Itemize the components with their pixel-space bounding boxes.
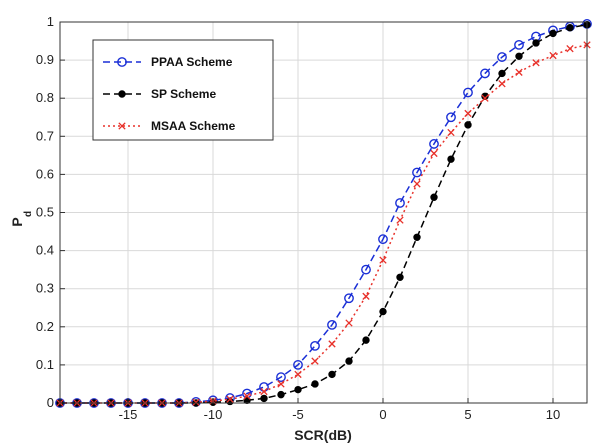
y-tick-label: 0.5 bbox=[36, 205, 54, 220]
y-axis-label-main: P bbox=[9, 217, 25, 226]
y-tick-label: 0.9 bbox=[36, 52, 54, 67]
legend-swatch-point bbox=[117, 57, 127, 67]
x-tick-label: -15 bbox=[119, 407, 138, 422]
sp-scheme-point bbox=[413, 233, 421, 241]
x-tick-label: 10 bbox=[546, 407, 560, 422]
y-tick-label: 0.8 bbox=[36, 90, 54, 105]
msaa-scheme-point bbox=[464, 109, 472, 118]
sp-scheme-point bbox=[311, 380, 319, 388]
msaa-scheme-point bbox=[226, 395, 234, 403]
x-tick-label: 0 bbox=[379, 407, 386, 422]
msaa-scheme-point bbox=[498, 80, 506, 88]
legend-swatch-point bbox=[118, 122, 126, 130]
legend-label: MSAA Scheme bbox=[151, 119, 236, 133]
legend-label: PPAA Scheme bbox=[151, 55, 233, 69]
msaa-scheme-point bbox=[532, 59, 540, 67]
ppaa-scheme-point bbox=[310, 340, 320, 351]
sp-scheme-line bbox=[60, 23, 588, 404]
sp-scheme-point bbox=[345, 357, 353, 365]
y-axis-label-sub: d bbox=[23, 211, 34, 217]
y-tick-label: 1 bbox=[47, 14, 54, 29]
tick-labels: -15 -10 -5 0 5 10 0 0.1 0.2 0.3 0.4 0.5 0.6 0.7 0.8 0.9… bbox=[36, 14, 560, 422]
grid bbox=[60, 21, 587, 404]
ppaa-scheme-point bbox=[344, 293, 354, 304]
sp-scheme-point bbox=[430, 193, 438, 201]
sp-scheme-point bbox=[277, 390, 285, 399]
y-tick-label: 0.3 bbox=[36, 281, 54, 296]
legend: PPAA Scheme SP Scheme MSAA Scheme bbox=[92, 39, 274, 141]
msaa-scheme-point bbox=[311, 357, 319, 365]
msaa-scheme-series bbox=[56, 41, 591, 407]
sp-scheme-point bbox=[379, 307, 387, 316]
legend-item-ppaa-scheme: PPAA Scheme bbox=[103, 55, 233, 69]
msaa-scheme-line bbox=[60, 44, 588, 404]
msaa-scheme-point bbox=[192, 398, 200, 406]
msaa-scheme-point bbox=[566, 45, 574, 53]
sp-scheme-point bbox=[549, 29, 557, 38]
ppaa-scheme-point bbox=[429, 139, 439, 149]
sp-scheme-point bbox=[328, 370, 336, 379]
ppaa-scheme-point bbox=[463, 87, 473, 98]
ppaa-scheme-point bbox=[446, 112, 456, 123]
msaa-scheme-point bbox=[260, 387, 268, 396]
ppaa-scheme-point bbox=[361, 264, 371, 275]
sp-scheme-point bbox=[515, 52, 523, 60]
sp-scheme-point bbox=[532, 39, 540, 47]
sp-scheme-point bbox=[396, 273, 404, 281]
y-tick-label: 0.2 bbox=[36, 319, 54, 334]
ppaa-scheme-point bbox=[327, 319, 337, 330]
msaa-scheme-point bbox=[447, 128, 455, 137]
msaa-scheme-point bbox=[379, 256, 387, 264]
x-tick-label: -10 bbox=[204, 407, 223, 422]
y-tick-label: 0 bbox=[47, 395, 54, 410]
legend-box bbox=[92, 39, 274, 141]
sp-scheme-point bbox=[260, 394, 268, 403]
sp-scheme-point bbox=[243, 396, 251, 405]
y-tick-label: 0.4 bbox=[36, 243, 54, 258]
sp-scheme-point bbox=[294, 385, 302, 394]
msaa-scheme-point bbox=[413, 180, 421, 188]
y-tick-label: 0.7 bbox=[36, 128, 54, 143]
msaa-scheme-point bbox=[396, 216, 404, 224]
sp-scheme-point bbox=[498, 69, 506, 78]
x-tick-label: -5 bbox=[292, 407, 304, 422]
ppaa-scheme-point bbox=[480, 68, 490, 79]
msaa-scheme-point bbox=[515, 68, 523, 76]
legend-item-msaa-scheme: MSAA Scheme bbox=[103, 119, 236, 133]
msaa-scheme-point bbox=[294, 370, 302, 379]
ppaa-scheme-point bbox=[293, 359, 303, 370]
msaa-scheme-point bbox=[277, 380, 285, 388]
x-axis-label: SCR(dB) bbox=[294, 427, 352, 443]
ppaa-scheme-point bbox=[378, 234, 388, 245]
msaa-scheme-point bbox=[328, 340, 336, 348]
msaa-scheme-point bbox=[481, 94, 489, 102]
sp-scheme-point bbox=[362, 336, 370, 344]
ppaa-scheme-point bbox=[514, 39, 524, 50]
y-axis-label: P d bbox=[9, 211, 34, 227]
msaa-scheme-point bbox=[430, 149, 438, 158]
msaa-scheme-point bbox=[549, 51, 557, 60]
msaa-scheme-point bbox=[243, 392, 251, 400]
ppaa-scheme-point bbox=[276, 372, 286, 382]
ppaa-scheme-point bbox=[497, 52, 507, 62]
x-tick-label: 5 bbox=[464, 407, 471, 422]
sp-scheme-point bbox=[481, 92, 489, 100]
ppaa-scheme-point bbox=[395, 198, 405, 208]
sp-scheme-point bbox=[447, 155, 455, 163]
ppaa-scheme-point bbox=[412, 167, 422, 178]
sp-scheme-point bbox=[464, 121, 472, 129]
y-tick-label: 0.6 bbox=[36, 166, 54, 181]
msaa-scheme-point bbox=[345, 319, 353, 327]
msaa-scheme-point bbox=[362, 292, 370, 300]
legend-swatch-point bbox=[118, 90, 126, 98]
sp-scheme-point bbox=[566, 24, 574, 32]
legend-item-sp-scheme: SP Scheme bbox=[103, 87, 216, 101]
legend-label: SP Scheme bbox=[151, 87, 216, 101]
y-tick-label: 0.1 bbox=[36, 357, 54, 372]
